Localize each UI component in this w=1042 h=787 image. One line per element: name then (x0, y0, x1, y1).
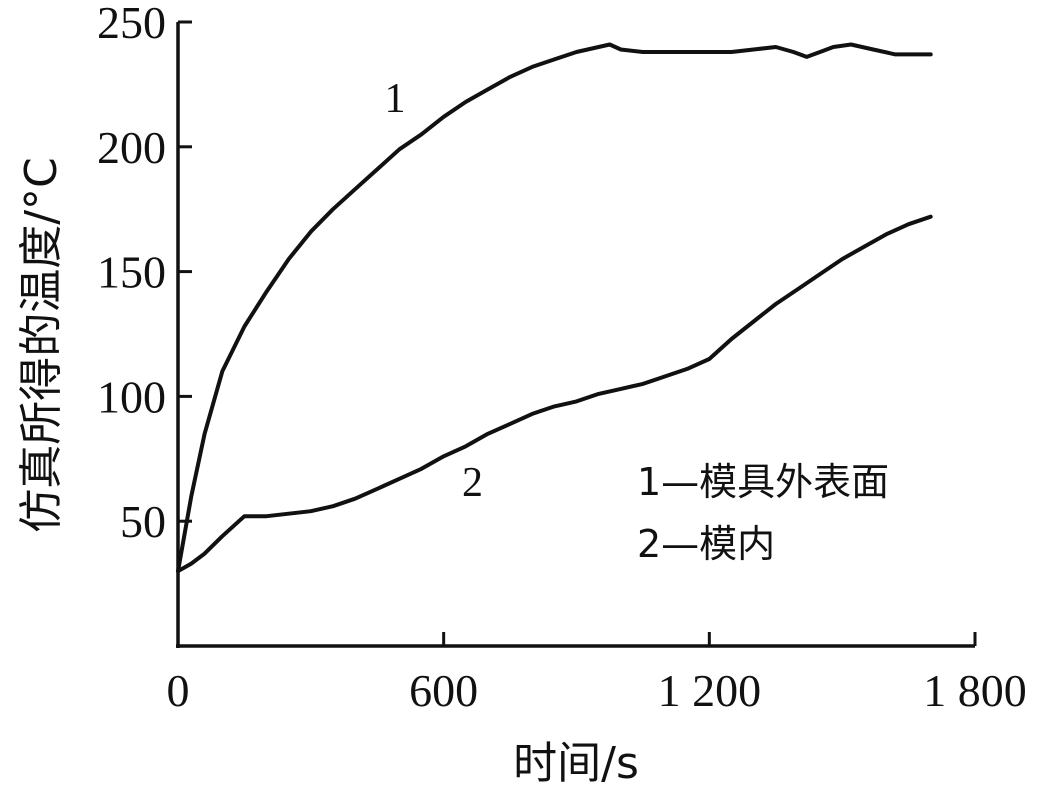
series-labels: 12 (384, 76, 482, 506)
legend: 1—模具外表面 2—模内 (637, 460, 889, 566)
x-tick-label: 0 (167, 665, 190, 716)
y-tick-label: 100 (97, 371, 166, 422)
y-ticks: 50 100 150 200 250 (97, 0, 192, 547)
y-tick-label: 50 (120, 496, 166, 547)
y-tick-label: 250 (97, 0, 166, 48)
series-label-2: 2 (462, 460, 483, 506)
y-tick-label: 200 (97, 122, 166, 173)
y-axis-title: 仿真所得的温度/°C (16, 157, 67, 533)
x-axis-title: 时间/s (513, 738, 639, 787)
legend-entry-1: 1—模具外表面 (637, 460, 889, 504)
x-tick-label: 600 (409, 665, 478, 716)
series-label-1: 1 (384, 76, 405, 122)
x-tick-label: 1 800 (923, 665, 1027, 716)
axes (176, 22, 975, 648)
legend-entry-2: 2—模内 (637, 522, 775, 566)
series-group (176, 42, 933, 574)
series-line-1 (176, 42, 933, 574)
x-tick-label: 1 200 (658, 665, 762, 716)
x-ticks: 0 600 1 200 1 800 (167, 632, 1027, 716)
series-line-2 (176, 214, 933, 574)
y-tick-label: 150 (97, 247, 166, 298)
